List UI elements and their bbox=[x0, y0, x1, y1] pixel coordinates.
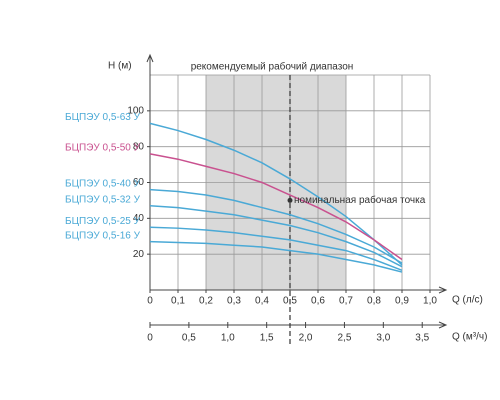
y-tick-label: 60 bbox=[133, 177, 145, 188]
series-label: БЦПЭУ 0,5-32 У bbox=[65, 194, 141, 205]
x-tick-label: 0 bbox=[147, 296, 153, 307]
nominal-point bbox=[287, 197, 293, 203]
series-label: БЦПЭУ 0,5-16 У bbox=[65, 230, 141, 241]
x2-tick-label: 0,5 bbox=[182, 333, 196, 344]
x2-axis-arrow bbox=[438, 321, 448, 329]
curve bbox=[149, 226, 403, 271]
x-axis-arrow bbox=[438, 286, 448, 294]
range-title: рекомендуемый рабочий диапазон bbox=[191, 61, 354, 73]
curve bbox=[149, 240, 403, 273]
y-tick-label: 20 bbox=[133, 249, 145, 260]
x2-axis-label: Q (м³/ч) bbox=[452, 332, 487, 343]
series-label: БЦПЭУ 0,5-25 У bbox=[65, 216, 141, 227]
annotation: номинальная рабочая точка bbox=[294, 194, 426, 206]
y-tick-label: 100 bbox=[127, 105, 144, 116]
x2-tick-label: 0 bbox=[147, 333, 153, 344]
x-tick-label: 0,7 bbox=[339, 296, 353, 307]
x-tick-label: 0,1 bbox=[171, 296, 185, 307]
x-tick-label: 0,2 bbox=[199, 296, 213, 307]
series-label: БЦПЭУ 0,5-63 У bbox=[65, 112, 141, 123]
x-tick-label: 0,8 bbox=[367, 296, 381, 307]
curve bbox=[149, 153, 403, 261]
y-axis-label: H (м) bbox=[108, 61, 132, 72]
y-tick-label: 40 bbox=[133, 213, 145, 224]
x-tick-label: 0,3 bbox=[227, 296, 241, 307]
curve bbox=[149, 122, 403, 266]
x2-tick-label: 2,0 bbox=[299, 333, 313, 344]
x-tick-label: 1,0 bbox=[423, 296, 437, 307]
y-axis-arrow bbox=[146, 53, 154, 63]
x-axis-label: Q (л/с) bbox=[452, 295, 483, 306]
x-tick-label: 0,9 bbox=[395, 296, 409, 307]
x2-tick-label: 3,0 bbox=[376, 333, 390, 344]
series-label: БЦПЭУ 0,5-40 У bbox=[65, 178, 141, 189]
curve bbox=[149, 188, 403, 264]
x-tick-label: 0,6 bbox=[311, 296, 325, 307]
x2-tick-label: 1,5 bbox=[260, 333, 274, 344]
x2-tick-label: 1,0 bbox=[221, 333, 235, 344]
x2-tick-label: 2,5 bbox=[337, 333, 351, 344]
series-label: БЦПЭУ 0,5-50 У bbox=[65, 142, 141, 153]
y-tick-label: 80 bbox=[133, 141, 145, 152]
curve bbox=[149, 205, 403, 268]
x2-tick-label: 3,5 bbox=[415, 333, 429, 344]
x-tick-label: 0,4 bbox=[255, 296, 269, 307]
